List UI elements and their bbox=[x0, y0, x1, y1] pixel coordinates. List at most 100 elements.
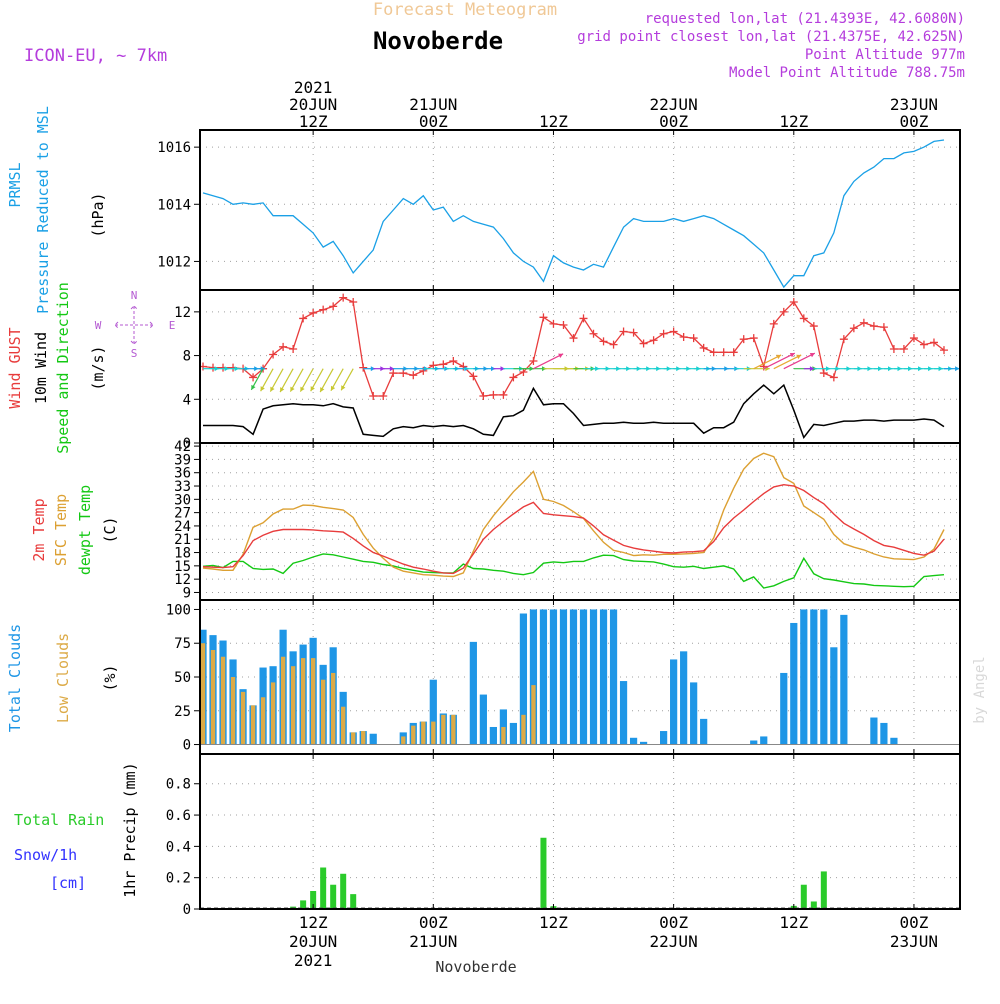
gust-marker bbox=[289, 345, 297, 353]
bottom-time-label: 21JUN bbox=[409, 932, 457, 951]
top-time-label: 12Z bbox=[299, 112, 328, 131]
gust-marker bbox=[509, 373, 517, 381]
surface-temp-label: SFC Temp bbox=[52, 494, 70, 566]
temperature-grid bbox=[200, 443, 960, 600]
low-cloud-bar bbox=[251, 705, 255, 744]
temp-unit: (C) bbox=[101, 516, 119, 543]
compass-south: S bbox=[131, 347, 138, 360]
low-cloud-bar bbox=[421, 722, 425, 745]
total-cloud-bar bbox=[870, 718, 877, 745]
bottom-time-label: 22JUN bbox=[650, 932, 698, 951]
panel-frame-p5 bbox=[200, 754, 960, 909]
gust-marker bbox=[890, 345, 898, 353]
total-cloud-bar bbox=[750, 740, 757, 744]
wind-label: 10m Wind bbox=[32, 332, 50, 404]
gust-marker bbox=[349, 298, 357, 306]
pressure-y-tick-label: 1016 bbox=[157, 140, 191, 156]
rain-bar bbox=[340, 874, 346, 909]
top-time-label: 00Z bbox=[419, 112, 448, 131]
total-cloud-bar bbox=[680, 651, 687, 744]
bottom-time-label: 00Z bbox=[419, 913, 448, 932]
cloud-unit: (%) bbox=[101, 664, 119, 691]
total-cloud-bar bbox=[610, 609, 617, 744]
credit-watermark: by Angel bbox=[972, 656, 988, 723]
snow-unit: [cm] bbox=[50, 874, 86, 892]
compass-icon bbox=[115, 306, 153, 344]
rain-bar bbox=[540, 838, 546, 909]
temp-2m-line bbox=[203, 485, 944, 574]
pressure-unit: (hPa) bbox=[89, 192, 107, 237]
compass-east: E bbox=[169, 319, 176, 332]
low-cloud-bar bbox=[531, 685, 535, 744]
wind-speed-direction-label: Speed and Direction bbox=[54, 282, 72, 454]
low-cloud-bar bbox=[201, 643, 205, 744]
total-cloud-bar bbox=[830, 647, 837, 744]
gust-marker bbox=[830, 373, 838, 381]
total-cloud-bar bbox=[590, 609, 597, 744]
compass-north: N bbox=[131, 289, 138, 302]
gust-marker bbox=[319, 306, 327, 314]
pressure-line bbox=[203, 140, 944, 287]
low-cloud-bar bbox=[411, 726, 415, 745]
gust-marker bbox=[870, 322, 878, 330]
total-cloud-bar bbox=[510, 723, 517, 745]
cloud-y-tick-label: 75 bbox=[174, 636, 191, 652]
gust-marker bbox=[489, 391, 497, 399]
total-cloud-bar bbox=[840, 615, 847, 745]
gust-label: Wind GUST bbox=[6, 327, 24, 408]
low-cloud-bar bbox=[441, 715, 445, 745]
compass-west: W bbox=[95, 319, 102, 332]
rain-bar bbox=[821, 871, 827, 909]
gust-marker bbox=[409, 371, 417, 379]
low-cloud-bar bbox=[501, 727, 505, 745]
total-cloud-bar bbox=[820, 609, 827, 744]
precip-y-tick-label: 0 bbox=[183, 902, 191, 918]
low-cloud-bar bbox=[401, 736, 405, 744]
low-cloud-bar bbox=[231, 677, 235, 745]
total-cloud-bar bbox=[690, 682, 697, 744]
gust-marker bbox=[670, 328, 678, 336]
top-time-label: 00Z bbox=[659, 112, 688, 131]
low-cloud-bar bbox=[281, 657, 285, 745]
pressure-label-full: Pressure Reduced to MSL bbox=[34, 106, 52, 314]
gust-marker bbox=[860, 319, 868, 327]
product-title: Forecast Meteogram bbox=[373, 0, 557, 20]
gust-marker bbox=[720, 348, 728, 356]
rain-bar bbox=[350, 894, 356, 909]
low-cloud-bar bbox=[311, 658, 315, 744]
bottom-time-label: 12Z bbox=[299, 913, 328, 932]
gust-marker bbox=[449, 357, 457, 365]
bottom-time-label: 00Z bbox=[659, 913, 688, 932]
bottom-time-label: 12Z bbox=[779, 913, 808, 932]
precip-axis-label: 1hr Precip (mm) bbox=[121, 762, 139, 897]
total-cloud-bar bbox=[630, 738, 637, 745]
total-cloud-bar bbox=[780, 673, 787, 745]
cloud-y-tick-label: 50 bbox=[174, 670, 191, 686]
total-cloud-bar bbox=[570, 609, 577, 744]
requested-coords: requested lon,lat (21.4393E, 42.6080N) bbox=[645, 11, 965, 27]
low-cloud-bar bbox=[321, 680, 325, 745]
precip-y-tick-label: 0.6 bbox=[166, 808, 191, 824]
gust-marker bbox=[920, 341, 928, 349]
total-cloud-bar bbox=[600, 609, 607, 744]
low-cloud-bar bbox=[451, 715, 455, 745]
low-cloud-bar bbox=[331, 673, 335, 745]
footer-location: Novoberde bbox=[435, 958, 516, 976]
gust-marker bbox=[369, 392, 377, 400]
total-cloud-bar bbox=[760, 736, 767, 744]
wind-y-tick-label: 8 bbox=[183, 349, 191, 365]
total-cloud-bar bbox=[370, 734, 377, 745]
total-clouds-label: Total Clouds bbox=[6, 624, 24, 732]
gust-marker bbox=[680, 333, 688, 341]
low-clouds-label: Low Clouds bbox=[54, 633, 72, 723]
wind-y-tick-label: 12 bbox=[174, 305, 191, 321]
low-cloud-bar bbox=[271, 682, 275, 744]
gust-marker bbox=[439, 360, 447, 368]
precip-y-tick-label: 0.8 bbox=[166, 777, 191, 793]
total-cloud-bar bbox=[620, 681, 627, 744]
gust-marker bbox=[580, 314, 588, 322]
pressure-y-tick-label: 1012 bbox=[157, 254, 191, 270]
cloud-y-tick-label: 0 bbox=[183, 738, 191, 754]
total-cloud-bar bbox=[540, 609, 547, 744]
